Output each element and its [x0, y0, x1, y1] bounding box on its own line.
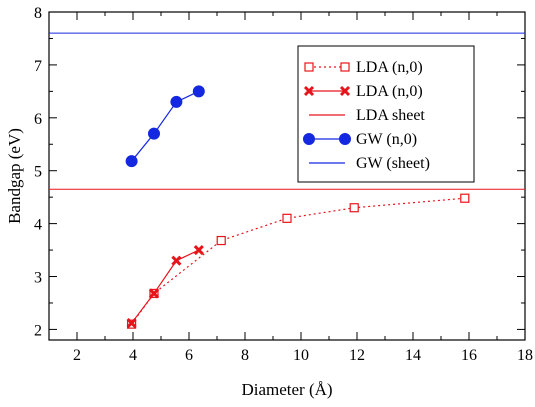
legend-marker: [304, 62, 314, 72]
data-point: [349, 203, 359, 213]
legend-label: GW (sheet): [356, 155, 430, 172]
y-tick-label: 5: [34, 164, 42, 181]
y-tick-label: 6: [34, 111, 42, 128]
series-line: [131, 197, 465, 325]
legend-marker: [339, 85, 351, 97]
data-point: [126, 318, 137, 329]
legend-label: GW (n,0): [356, 131, 417, 148]
legend-entry: GW (n,0): [303, 131, 417, 148]
x-tick-label: 2: [73, 347, 81, 364]
plot-frame: [48, 11, 526, 341]
legend-label: LDA (n,0): [356, 83, 423, 100]
legend-marker: [339, 133, 351, 145]
data-point-stroke-b: [148, 288, 160, 299]
legend-marker-stroke-b: [303, 85, 315, 97]
data-point-stroke-b: [193, 245, 204, 256]
legend-marker: [303, 85, 315, 97]
data-point-stroke-b: [126, 318, 137, 329]
data-point: [193, 245, 204, 256]
data-point: [170, 95, 183, 108]
legend-marker-stroke-b: [339, 85, 351, 97]
y-tick-label: 4: [34, 217, 42, 234]
legend-entry: LDA (n,0): [303, 83, 423, 100]
x-tick-label: 6: [185, 347, 193, 364]
y-tick-label: 2: [34, 322, 42, 339]
y-tick-label: 8: [34, 5, 42, 22]
x-tick-label: 12: [349, 347, 365, 364]
y-tick-label: 7: [34, 58, 42, 75]
legend-marker: [340, 62, 350, 72]
tick-labels: 2 4 6 8 10 12 14 16 18 2 3 4 5 6 7 8: [34, 5, 533, 364]
x-axis-label: Diameter (Å): [241, 380, 332, 399]
x-tick-label: 14: [405, 347, 421, 364]
y-axis-label: Bandgap (eV): [5, 128, 24, 224]
x-tick-label: 10: [293, 347, 309, 364]
data-series: [49, 32, 525, 329]
data-point: [125, 155, 138, 168]
tick-marks: [48, 11, 526, 340]
legend-label: LDA (n,0): [356, 59, 423, 76]
legend-entry: GW (sheet): [309, 155, 430, 172]
series-3: [125, 85, 205, 168]
data-point: [282, 213, 292, 223]
x-tick-label: 18: [517, 347, 533, 364]
legend-box: [297, 45, 475, 183]
legend-marker: [303, 133, 315, 145]
x-tick-label: 16: [461, 347, 477, 364]
x-tick-label: 8: [241, 347, 249, 364]
data-point: [148, 127, 160, 140]
data-point: [171, 255, 182, 266]
data-point: [216, 235, 226, 246]
legend: LDA (n,0) LDA (n,0) LDA sheet GW (n,0) GW (s…: [297, 45, 475, 183]
legend-entry: LDA (n,0): [304, 59, 423, 76]
series-1: [126, 245, 204, 329]
y-tick-label: 3: [34, 270, 42, 287]
legend-entry: LDA sheet: [309, 107, 425, 124]
data-point-stroke-b: [171, 255, 182, 266]
series-line: [131, 249, 200, 324]
data-point: [192, 85, 205, 98]
series-line: [131, 90, 200, 162]
data-point: [148, 288, 160, 299]
legend-label: LDA sheet: [356, 107, 425, 124]
data-point: [460, 193, 470, 203]
x-tick-label: 4: [129, 347, 137, 364]
